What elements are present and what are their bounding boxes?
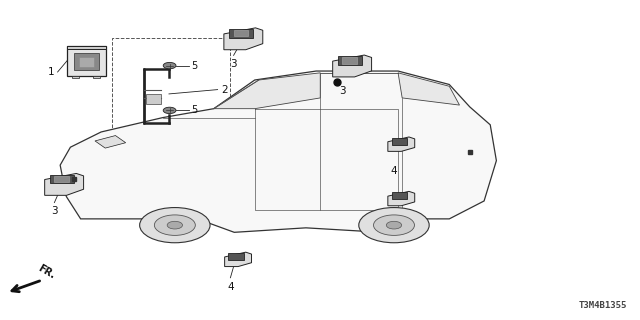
Circle shape (154, 215, 195, 236)
Bar (67, 46, 106, 49)
Polygon shape (392, 192, 407, 199)
Polygon shape (225, 252, 252, 267)
Text: 4: 4 (390, 166, 397, 176)
Text: 5: 5 (191, 60, 197, 71)
Polygon shape (60, 71, 497, 232)
Circle shape (387, 221, 402, 229)
Text: 4: 4 (227, 282, 234, 292)
Text: 3: 3 (51, 206, 58, 216)
Text: 1: 1 (48, 67, 54, 77)
Polygon shape (228, 253, 244, 260)
Polygon shape (224, 28, 263, 50)
Polygon shape (228, 29, 253, 37)
Bar (74, 53, 99, 70)
Text: 5: 5 (191, 105, 197, 116)
Bar (93, 76, 100, 78)
Circle shape (163, 107, 176, 114)
Text: 4: 4 (390, 221, 397, 231)
Bar (146, 94, 161, 104)
Polygon shape (388, 137, 415, 151)
Text: FR.: FR. (36, 263, 56, 281)
Polygon shape (45, 173, 84, 195)
Polygon shape (342, 58, 357, 64)
Polygon shape (214, 73, 320, 109)
Polygon shape (392, 138, 407, 145)
Polygon shape (333, 55, 372, 77)
Polygon shape (95, 136, 125, 148)
Text: 2: 2 (221, 84, 227, 95)
Circle shape (140, 208, 210, 243)
Text: 3: 3 (339, 86, 346, 96)
Polygon shape (388, 191, 415, 206)
Polygon shape (337, 56, 362, 65)
Circle shape (167, 221, 182, 229)
Circle shape (374, 215, 415, 236)
Bar (112, 38, 230, 154)
Text: T3M4B1355: T3M4B1355 (579, 301, 627, 310)
Text: 3: 3 (230, 59, 237, 69)
Polygon shape (54, 176, 69, 182)
Bar (72, 76, 79, 78)
Circle shape (359, 208, 429, 243)
Polygon shape (398, 73, 460, 105)
Circle shape (163, 62, 176, 69)
Polygon shape (49, 175, 74, 183)
Bar (79, 57, 94, 67)
Polygon shape (234, 30, 248, 36)
Bar (67, 46, 106, 76)
